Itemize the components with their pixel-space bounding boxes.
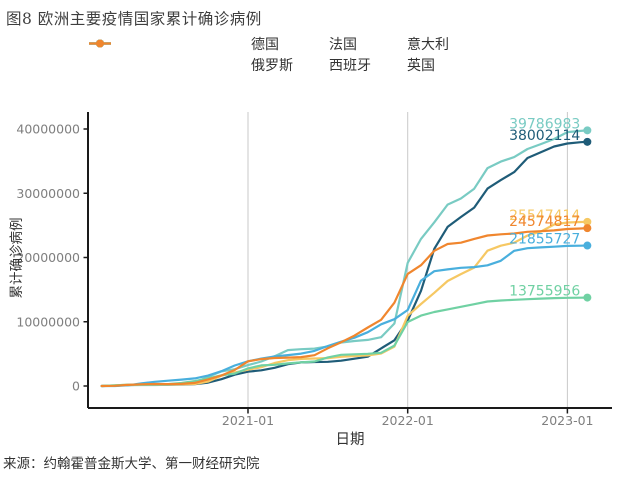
series-line-france bbox=[100, 129, 589, 388]
legend-label-italy: 意大利 bbox=[407, 37, 449, 53]
legend-item-uk: 英国 bbox=[89, 39, 449, 74]
series-layer bbox=[100, 126, 592, 388]
gridlines-layer bbox=[247, 112, 568, 407]
series-end-dot-spain bbox=[583, 293, 592, 302]
series-end-dot-germany bbox=[583, 137, 592, 146]
legend-label-germany: 德国 bbox=[251, 37, 279, 53]
end-label-france: 39786983 bbox=[509, 116, 580, 132]
legend-label-uk: 英国 bbox=[407, 58, 435, 74]
series-line-russia bbox=[100, 244, 589, 388]
series-end-dot-uk bbox=[583, 224, 592, 233]
y-axis-title: 累计确诊病例 bbox=[9, 218, 25, 299]
series-line-germany bbox=[100, 140, 589, 388]
series-line-uk bbox=[100, 227, 589, 388]
series-end-dot-russia bbox=[583, 241, 592, 250]
end-label-uk: 24574817 bbox=[509, 214, 580, 230]
legend: 德国 法国 意大利俄罗斯 西班牙 英国 bbox=[88, 37, 612, 74]
end-label-spain: 13755956 bbox=[509, 284, 580, 300]
legend-label-russia: 俄罗斯 bbox=[251, 58, 293, 74]
axes-layer: 2021-01 2022-01 2023-01 0 10000000 20000000 30… bbox=[16, 112, 612, 428]
legend-label-france: 法国 bbox=[329, 37, 357, 53]
y-tick-label: 0 bbox=[72, 379, 80, 394]
series-end-dot-france bbox=[583, 126, 592, 135]
chart-title: 图8 欧洲主要疫情国家累计确诊病例 bbox=[6, 10, 262, 28]
y-tick-label: 20000000 bbox=[16, 250, 80, 265]
y-tick-label: 10000000 bbox=[16, 314, 80, 329]
x-tick-label: 2021-01 bbox=[222, 413, 274, 428]
end-label-russia: 21855727 bbox=[509, 232, 580, 248]
x-tick-label: 2022-01 bbox=[382, 413, 434, 428]
end-label-italy: 25547414 bbox=[509, 208, 580, 224]
legend-line-dot-icon bbox=[89, 39, 111, 48]
series-end-dot-italy bbox=[583, 217, 592, 226]
legend-label-spain: 西班牙 bbox=[329, 58, 371, 74]
y-tick-label: 40000000 bbox=[16, 122, 80, 137]
source-note: 来源：约翰霍普金斯大学、第一财经研究院 bbox=[3, 456, 260, 472]
x-tick-label: 2023-01 bbox=[541, 413, 593, 428]
legend-dot bbox=[96, 39, 104, 48]
x-axis-title: 日期 bbox=[336, 431, 365, 448]
y-tick-label: 30000000 bbox=[16, 186, 80, 201]
end-label-germany: 38002114 bbox=[509, 128, 580, 144]
